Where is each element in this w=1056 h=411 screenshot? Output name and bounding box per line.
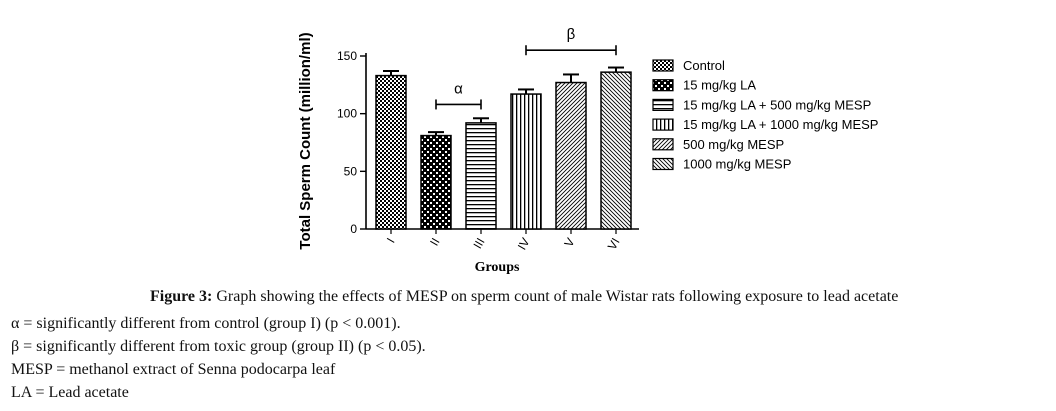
legend-label: Control — [683, 58, 725, 73]
bar-I — [375, 74, 407, 230]
legend-label: 1000 mg/kg MESP — [683, 157, 791, 172]
x-tick-label: IV — [515, 236, 533, 253]
y-tick-label: 100 — [337, 107, 357, 121]
bar-IV — [510, 93, 542, 230]
bar-III — [465, 122, 497, 230]
y-tick-label: 0 — [350, 222, 357, 236]
x-tick-label: V — [561, 236, 577, 250]
legend-label: 500 mg/kg MESP — [683, 137, 784, 152]
y-axis-title: Total Sperm Count (million/ml) — [297, 32, 314, 249]
x-tick-label: III — [470, 236, 487, 252]
figure-text: Graph showing the effects of MESP on spe… — [212, 288, 899, 305]
bar-II — [420, 134, 452, 230]
legend-swatch — [652, 79, 674, 92]
legend-swatch — [652, 98, 674, 112]
legend-swatch — [652, 59, 674, 72]
bar-VI — [600, 71, 632, 230]
y-tick-label: 150 — [337, 49, 357, 63]
legend-label: 15 mg/kg LA + 1000 mg/kg MESP — [683, 117, 878, 132]
bar-chart: Total Sperm Count (million/ml) Groups 0 5… — [297, 26, 878, 275]
caption-note-la: LA = Lead acetate — [11, 384, 129, 401]
caption-note-mesp: MESP = methanol extract of Senna podocar… — [11, 361, 336, 378]
significance-symbol: α — [454, 80, 463, 97]
figure-caption-line: Figure 3: Graph showing the effects of M… — [150, 288, 898, 306]
x-tick-label: II — [427, 236, 442, 249]
x-tick-label: VI — [605, 236, 623, 253]
legend-label: 15 mg/kg LA — [683, 78, 756, 93]
caption-note-beta: β = significantly different from toxic g… — [11, 338, 426, 355]
x-tick-label: I — [384, 236, 398, 246]
bar-V — [555, 81, 587, 230]
legend-label: 15 mg/kg LA + 500 mg/kg MESP — [683, 97, 871, 112]
caption-note-alpha: α = significantly different from control… — [11, 315, 401, 332]
legend-swatch — [652, 138, 674, 151]
significance-symbol: β — [567, 26, 576, 43]
x-axis-title: Groups — [475, 260, 520, 275]
legend-swatch — [652, 118, 674, 131]
y-tick-label: 50 — [344, 164, 358, 178]
figure-label: Figure 3: — [150, 288, 213, 305]
legend-swatch — [652, 157, 674, 171]
